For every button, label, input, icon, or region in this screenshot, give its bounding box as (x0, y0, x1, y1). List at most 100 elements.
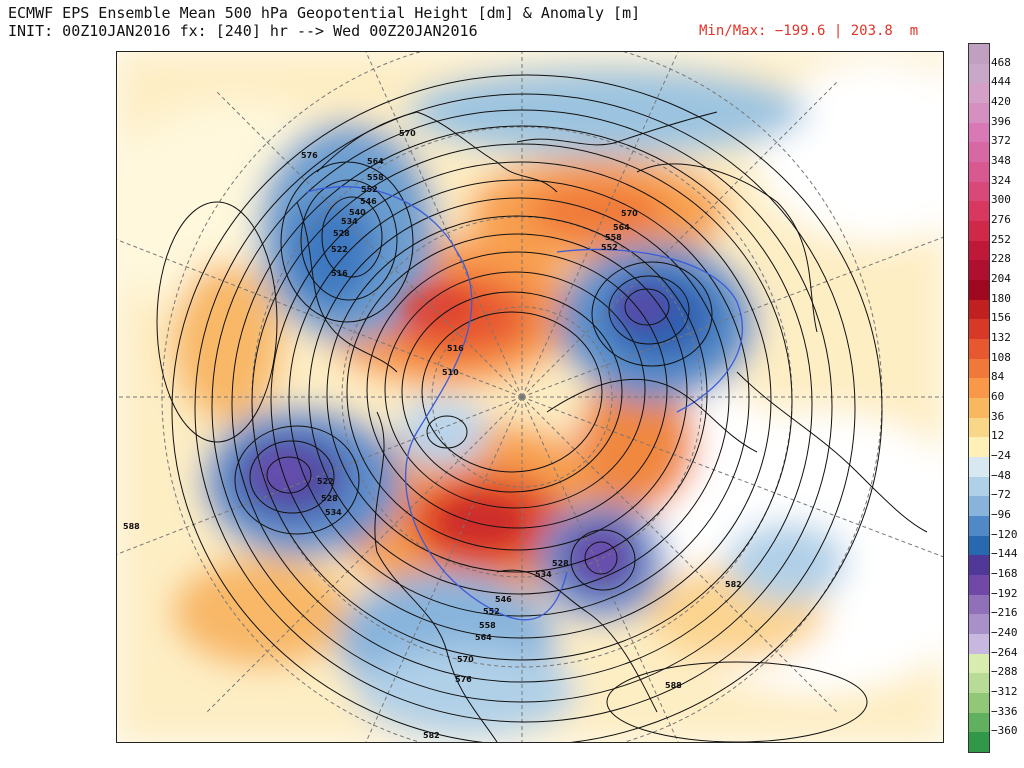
colorbar-level-label: −264 (991, 645, 1018, 659)
contour-label: 564 (367, 157, 384, 166)
colorbar-level-label: 36 (991, 409, 1005, 423)
contour-label: 558 (605, 233, 622, 242)
colorbar-swatch (969, 575, 989, 596)
colorbar-level-label: 156 (991, 311, 1011, 325)
init-forecast-line: INIT: 00Z10JAN2016 fx: [240] hr --> Wed … (8, 22, 478, 40)
contour-label: 510 (442, 368, 459, 377)
anomaly-colorbar (968, 43, 990, 753)
colorbar-swatch (969, 358, 989, 379)
contour-label: 528 (333, 229, 350, 238)
colorbar-swatch (969, 240, 989, 261)
colorbar-swatch (969, 398, 989, 419)
colorbar-swatch (969, 496, 989, 517)
colorbar-swatch (969, 693, 989, 714)
colorbar-level-label: 396 (991, 114, 1011, 128)
colorbar-swatch (969, 437, 989, 458)
contour-label: 582 (725, 580, 742, 589)
contour-label: 516 (331, 269, 348, 278)
colorbar-level-label: 444 (991, 75, 1011, 89)
contour-label: 546 (360, 197, 377, 206)
colorbar-level-label: 276 (991, 213, 1011, 226)
map-canvas: 570 576 564 558 552 546 540 534 528 522 … (117, 52, 943, 742)
colorbar-level-label: −288 (991, 665, 1018, 679)
contour-label: 552 (361, 185, 378, 194)
colorbar-swatch (969, 614, 989, 635)
contour-label: 552 (601, 243, 618, 252)
contour-label: 576 (455, 675, 472, 684)
colorbar-level-label: 60 (991, 390, 1005, 403)
contour-label: 552 (483, 607, 500, 616)
colorbar-level-label: 420 (991, 95, 1011, 108)
colorbar-level-label: 252 (991, 232, 1011, 246)
colorbar-level-label: 300 (991, 193, 1011, 207)
colorbar-swatch (969, 103, 989, 124)
colorbar-swatch (969, 201, 989, 222)
contour-label: 522 (331, 245, 348, 254)
colorbar-swatch (969, 339, 989, 360)
colorbar-swatch (969, 535, 989, 556)
colorbar-level-label: −120 (991, 527, 1018, 541)
contour-label: 528 (552, 559, 569, 568)
height-contours (156, 74, 883, 742)
colorbar-swatch (969, 122, 989, 143)
freezing-contour (306, 186, 743, 621)
colorbar-level-label: −192 (991, 586, 1018, 600)
contour-label: 570 (399, 129, 416, 138)
colorbar-level-label: −24 (991, 449, 1011, 462)
contour-label: 564 (613, 223, 630, 232)
contour-label: 528 (321, 494, 338, 503)
colorbar-level-label: −96 (991, 508, 1011, 521)
colorbar-swatch (969, 378, 989, 399)
colorbar-level-label: 468 (991, 55, 1011, 69)
colorbar-swatch (969, 221, 989, 242)
colorbar-level-label: −72 (991, 488, 1011, 502)
contour-labels: 570 576 564 558 552 546 540 534 528 522 … (123, 129, 742, 740)
colorbar-swatch (969, 319, 989, 340)
contour-label: 564 (475, 633, 492, 642)
contour-label: 534 (325, 508, 342, 517)
colorbar-level-label: −48 (991, 468, 1011, 482)
contour-label: 534 (341, 217, 358, 226)
colorbar-swatch (969, 555, 989, 576)
colorbar-swatch (969, 732, 989, 753)
contour-label: 570 (457, 655, 474, 664)
colorbar-swatch (969, 673, 989, 694)
colorbar-swatch (969, 280, 989, 301)
colorbar-swatch (969, 634, 989, 655)
contour-label: 582 (423, 731, 440, 740)
colorbar-level-label: 324 (991, 173, 1011, 187)
contour-label: 588 (123, 522, 140, 531)
coastlines (296, 111, 928, 742)
colorbar-swatch (969, 594, 989, 615)
colorbar-level-label: 372 (991, 134, 1011, 148)
colorbar-swatch (969, 162, 989, 183)
colorbar-swatch (969, 260, 989, 281)
contour-label: 570 (621, 209, 638, 218)
colorbar-level-label: −312 (991, 685, 1018, 698)
colorbar-swatch (969, 83, 989, 104)
colorbar-swatch (969, 63, 989, 84)
colorbar-level-label: −168 (991, 567, 1018, 580)
colorbar-level-label: 180 (991, 291, 1011, 305)
colorbar-level-label: 348 (991, 154, 1011, 167)
colorbar-level-label: 204 (991, 272, 1011, 285)
colorbar-swatch (969, 476, 989, 497)
contour-label: 558 (479, 621, 496, 630)
colorbar-level-label: −216 (991, 606, 1018, 620)
colorbar-swatch (969, 457, 989, 478)
min-max-readout: Min/Max: −199.6 | 203.8 m (699, 23, 919, 39)
colorbar-swatch (969, 417, 989, 438)
colorbar-level-label: −240 (991, 626, 1018, 639)
contour-label: 516 (447, 344, 464, 353)
contour-label: 540 (349, 208, 366, 217)
contour-label: 558 (367, 173, 384, 182)
colorbar-swatch (969, 44, 989, 64)
contour-label: 576 (301, 151, 318, 160)
contour-label: 546 (495, 595, 512, 604)
contour-label: 534 (535, 570, 552, 579)
colorbar-swatch (969, 299, 989, 320)
colorbar-swatch (969, 516, 989, 537)
colorbar-level-label: 108 (991, 350, 1011, 364)
contour-label: 522 (317, 477, 334, 486)
colorbar-level-label: −360 (991, 724, 1018, 738)
